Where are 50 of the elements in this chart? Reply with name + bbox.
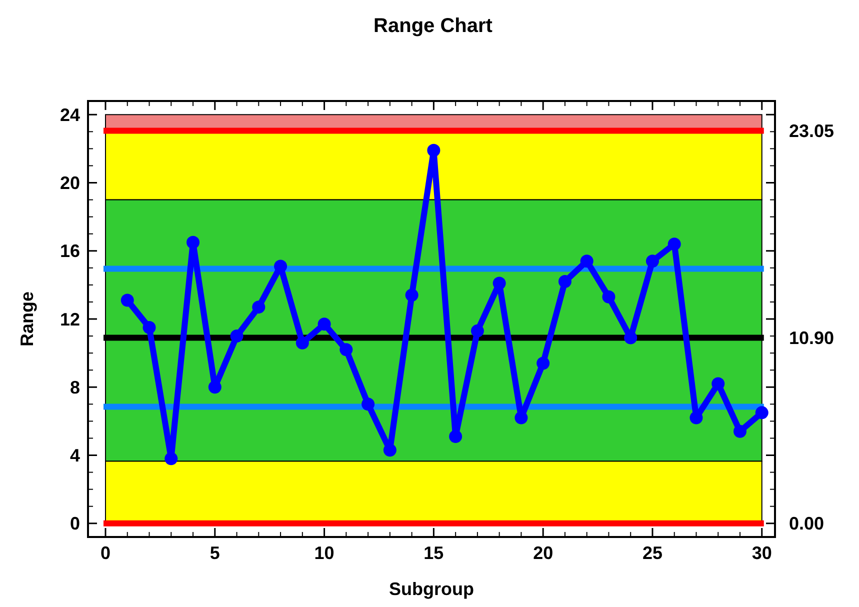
point (602, 290, 616, 304)
point (449, 430, 462, 444)
point (514, 411, 528, 424)
x-tick-label: 0 (100, 543, 111, 563)
point (470, 324, 484, 338)
x-tick-label: 10 (314, 543, 334, 563)
point (186, 236, 200, 249)
x-tick-label: 30 (752, 543, 772, 563)
y-tick-label: 12 (60, 309, 80, 330)
point (318, 318, 331, 331)
point (580, 254, 594, 268)
point (252, 300, 266, 314)
x-tick-label: 25 (642, 543, 662, 563)
point (383, 444, 396, 457)
point (624, 331, 638, 344)
y-tick-label: 0 (70, 514, 80, 534)
x-tick-label: 15 (424, 543, 444, 563)
point (712, 377, 725, 390)
point (142, 321, 156, 334)
y-tick-label: 8 (70, 377, 80, 398)
x-tick-label: 5 (210, 543, 220, 563)
ref-line-label: 0.00 (789, 514, 824, 534)
point (340, 343, 353, 356)
ref-line-label: 23.05 (789, 121, 834, 142)
point (296, 336, 309, 350)
x-axis-title: Subgroup (389, 579, 474, 599)
point (755, 406, 768, 420)
point (668, 238, 681, 251)
point (120, 294, 134, 307)
point (558, 275, 572, 288)
x-tick-label: 20 (533, 543, 554, 563)
point (405, 288, 418, 302)
point (646, 254, 659, 268)
point (427, 144, 440, 157)
y-axis-title: Range (17, 291, 37, 347)
chart-title: Range Chart (374, 15, 493, 37)
y-tick-label: 20 (60, 173, 80, 194)
point (733, 424, 746, 438)
point (362, 398, 375, 411)
y-tick-label: 4 (70, 446, 80, 466)
point (536, 356, 550, 370)
point (492, 276, 506, 290)
y-tick-label: 24 (60, 104, 80, 125)
y-tick-label: 16 (60, 241, 80, 262)
point (690, 411, 703, 424)
point (208, 380, 222, 394)
point (274, 260, 288, 273)
point (230, 330, 244, 343)
ref-line-label: 10.90 (789, 328, 834, 348)
point (164, 452, 178, 466)
